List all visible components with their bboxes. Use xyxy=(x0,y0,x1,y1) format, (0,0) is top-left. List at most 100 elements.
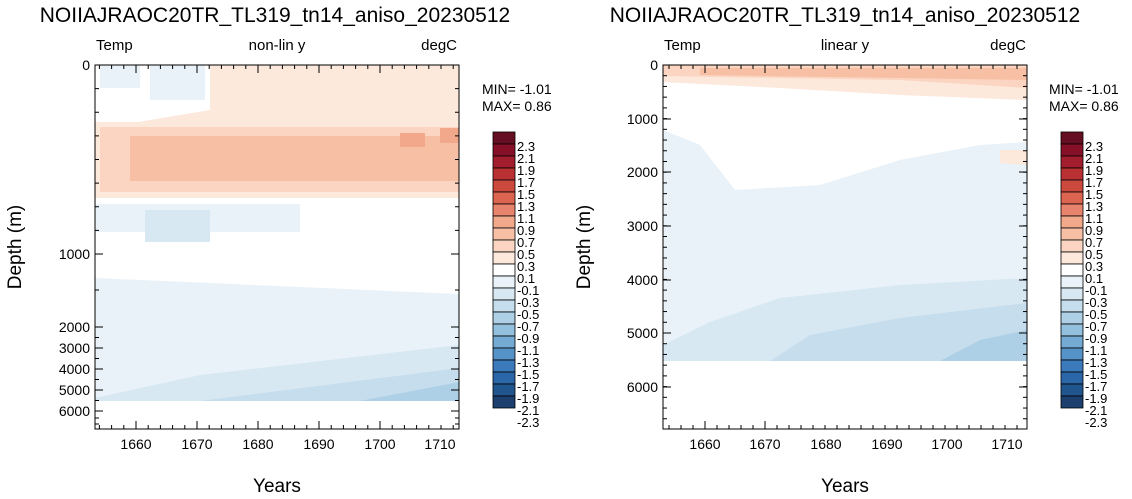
left-colorbar-label: 2.1 xyxy=(517,151,535,166)
left-ytick-label: 1000 xyxy=(59,246,90,262)
right-xtick-label: 1710 xyxy=(991,436,1022,452)
right-colorbar-label: 2.1 xyxy=(1085,151,1103,166)
colorbar-box xyxy=(492,287,516,301)
colorbar-box xyxy=(1060,155,1084,169)
right-ytick-label: 1000 xyxy=(627,111,658,127)
colorbar-box xyxy=(1060,227,1084,241)
right-colorbar-label: -0.3 xyxy=(1085,295,1107,310)
right-x-axis-title: Years xyxy=(821,476,869,497)
left-colorbar-label: -0.9 xyxy=(517,331,539,346)
left-colorbar-label: -1.1 xyxy=(517,343,539,358)
right-panel: NOIIAJRAOC20TR_TL319_tn14_aniso_20230512… xyxy=(574,4,1119,497)
left-units-label: degC xyxy=(421,37,457,54)
colorbar-box xyxy=(1060,143,1084,157)
right-colorbar-label: 0.9 xyxy=(1085,223,1103,238)
left-contour-warm-core xyxy=(130,136,459,181)
left-ytick-label: 3000 xyxy=(59,340,90,356)
colorbar-box xyxy=(492,251,516,265)
left-colorbar-label: 1.1 xyxy=(517,211,535,226)
colorbar-box xyxy=(492,335,516,349)
colorbar-box xyxy=(492,203,516,217)
right-colorbar-label: -1.9 xyxy=(1085,391,1107,406)
left-xtick-label: 1670 xyxy=(181,436,212,452)
right-colorbar-label: 0.7 xyxy=(1085,235,1103,250)
left-contour-warm-peak xyxy=(440,128,459,143)
left-colorbar-label: 0.9 xyxy=(517,223,535,238)
left-min-label: MIN= -1.01 xyxy=(482,81,552,97)
colorbar-box xyxy=(492,275,516,289)
right-colorbar-label: 0.5 xyxy=(1085,247,1103,262)
right-colorbar-label: -0.9 xyxy=(1085,331,1107,346)
colorbar-box xyxy=(1060,371,1084,385)
left-xtick-label: 1710 xyxy=(424,436,455,452)
colorbar-box xyxy=(492,347,516,361)
colorbar-box xyxy=(1060,275,1084,289)
left-xtick-label: 1700 xyxy=(364,436,395,452)
colorbar-box xyxy=(1060,131,1084,145)
left-colorbar-label: 0.7 xyxy=(517,235,535,250)
right-colorbar-label: -0.7 xyxy=(1085,319,1107,334)
right-colorbar-label: 1.5 xyxy=(1085,187,1103,202)
left-colorbar-label: 0.5 xyxy=(517,247,535,262)
right-colorbar-label: -1.5 xyxy=(1085,367,1107,382)
colorbar-box xyxy=(1060,203,1084,217)
left-colorbar-label: 1.3 xyxy=(517,199,535,214)
left-colorbar-label: 0.3 xyxy=(517,259,535,274)
left-colorbar-label: 2.3 xyxy=(517,139,535,154)
colorbar-box xyxy=(492,167,516,181)
right-colorbar xyxy=(1060,131,1084,409)
left-colorbar-label: -0.7 xyxy=(517,319,539,334)
right-scale-label: linear y xyxy=(821,37,870,54)
left-colorbar xyxy=(492,131,516,409)
left-contour-shallow-cool xyxy=(150,65,205,100)
left-contour-field xyxy=(95,65,459,402)
left-xtick-label: 1690 xyxy=(303,436,334,452)
right-units-label: degC xyxy=(990,37,1026,54)
colorbar-box xyxy=(1060,335,1084,349)
colorbar-box xyxy=(1060,215,1084,229)
right-xtick-label: 1680 xyxy=(810,436,841,452)
colorbar-box xyxy=(1060,179,1084,193)
right-colorbar-label: 1.7 xyxy=(1085,175,1103,190)
right-colorbar-label: 2.3 xyxy=(1085,139,1103,154)
right-y-axis-title: Depth (m) xyxy=(574,205,595,289)
right-contour-patch-warm xyxy=(1000,150,1027,165)
left-ytick-label: 0 xyxy=(82,57,90,73)
left-xtick-label: 1660 xyxy=(120,436,151,452)
left-panel: NOIIAJRAOC20TR_TL319_tn14_aniso_20230512… xyxy=(5,4,552,497)
left-colorbar-label: -1.7 xyxy=(517,379,539,394)
colorbar-box xyxy=(1060,239,1084,253)
colorbar-box xyxy=(492,179,516,193)
right-xtick-label: 1700 xyxy=(931,436,962,452)
left-contour-mid-cool xyxy=(145,210,210,242)
colorbar-box xyxy=(1060,287,1084,301)
left-title: NOIIAJRAOC20TR_TL319_tn14_aniso_20230512 xyxy=(40,4,510,27)
colorbar-box xyxy=(492,263,516,277)
left-colorbar-label: -2.3 xyxy=(517,415,539,430)
right-ytick-label: 2000 xyxy=(627,164,658,180)
right-colorbar-label: -1.1 xyxy=(1085,343,1107,358)
right-max-label: MAX= 0.86 xyxy=(1049,98,1119,114)
colorbar-box xyxy=(492,239,516,253)
colorbar-box xyxy=(492,227,516,241)
right-colorbar-label: -0.5 xyxy=(1085,307,1107,322)
colorbar-box xyxy=(492,191,516,205)
colorbar-box xyxy=(492,131,516,145)
colorbar-box xyxy=(492,299,516,313)
colorbar-box xyxy=(1060,299,1084,313)
left-contour-shallow-cool xyxy=(100,65,140,88)
right-ytick-label: 0 xyxy=(650,57,658,73)
left-scale-label: non-lin y xyxy=(249,37,306,54)
right-colorbar-label: 0.1 xyxy=(1085,271,1103,286)
right-colorbar-label: 0.3 xyxy=(1085,259,1103,274)
left-colorbar-label: -1.5 xyxy=(517,367,539,382)
right-xtick-label: 1670 xyxy=(749,436,780,452)
right-ytick-label: 6000 xyxy=(627,379,658,395)
left-contour-upper-warm xyxy=(120,65,459,125)
right-contour-upper-neutral xyxy=(663,77,1027,190)
left-y-axis-title: Depth (m) xyxy=(5,205,26,289)
colorbar-box xyxy=(492,215,516,229)
colorbar-box xyxy=(492,311,516,325)
colorbar-box xyxy=(1060,251,1084,265)
